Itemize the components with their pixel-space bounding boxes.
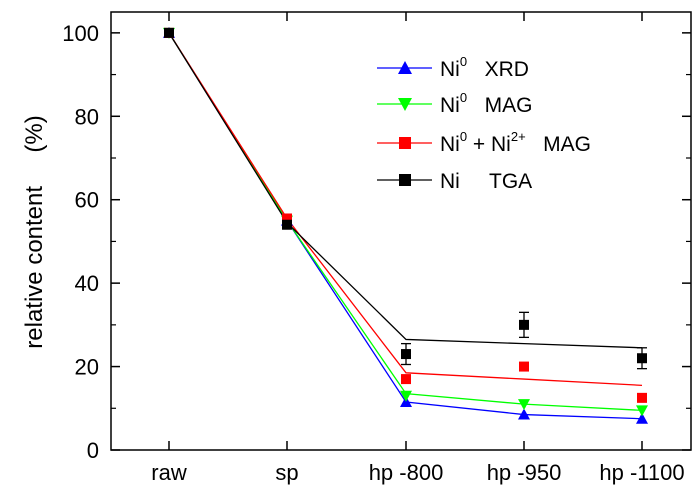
y-tick-label: 0 — [87, 438, 99, 463]
series-4-point — [519, 319, 529, 330]
plot-frame — [110, 11, 692, 451]
legend-item-4-label: Ni TGA — [440, 170, 532, 193]
series-4-point — [282, 219, 292, 230]
x-tick-label: hp -950 — [487, 460, 562, 485]
x-tick-label: sp — [275, 460, 298, 485]
legend-item-2-marker — [398, 98, 412, 111]
series-4-line — [168, 32, 643, 349]
y-tick-label: 80 — [75, 104, 99, 129]
y-tick-label: 100 — [62, 21, 99, 46]
series-3-point — [519, 361, 529, 372]
series-4-point — [401, 349, 411, 360]
legend-item-4: Ni TGA — [377, 170, 532, 193]
legend-item-4-marker — [399, 174, 411, 186]
legend-item-1: Ni0 XRD — [377, 54, 529, 81]
y-tick-label: 40 — [75, 271, 99, 296]
x-tick-label: raw — [151, 460, 187, 485]
series-2-point — [636, 405, 648, 417]
series-1-point — [518, 408, 530, 420]
legend: Ni0 XRD Ni0 MAG Ni0 + Ni2+ MAG Ni TGA — [377, 54, 591, 193]
series-3-line — [168, 32, 643, 386]
x-tick-label: hp -1100 — [599, 460, 684, 485]
legend-item-3-marker — [399, 137, 411, 149]
series-4-point — [164, 27, 174, 38]
legend-item-2: Ni0 MAG — [377, 90, 532, 117]
series-1-point — [636, 412, 648, 424]
x-tick-label: hp -800 — [369, 460, 444, 485]
legend-item-3-label: Ni0 + Ni2+ MAG — [440, 129, 591, 156]
series-3-point — [637, 392, 647, 403]
series-3-point — [401, 374, 411, 385]
series-2-point — [518, 399, 530, 411]
legend-item-1-marker — [398, 61, 412, 74]
axis-ticks — [111, 12, 691, 451]
y-axis-title: relative content (%) — [21, 115, 48, 348]
series-2-point — [400, 390, 412, 402]
series-4-point — [637, 353, 647, 364]
y-tick-label: 20 — [75, 355, 99, 380]
legend-item-2-label: Ni0 MAG — [440, 90, 532, 117]
series-markers — [163, 26, 648, 424]
series-3-point — [282, 213, 292, 224]
legend-item-1-label: Ni0 XRD — [440, 54, 529, 81]
y-tick-label: 60 — [75, 188, 99, 213]
axis-tick-labels: 0 20 40 60 80 100 raw sp hp -800 hp -950 hp -1100 — [62, 21, 684, 485]
legend-item-3: Ni0 + Ni2+ MAG — [377, 129, 591, 156]
